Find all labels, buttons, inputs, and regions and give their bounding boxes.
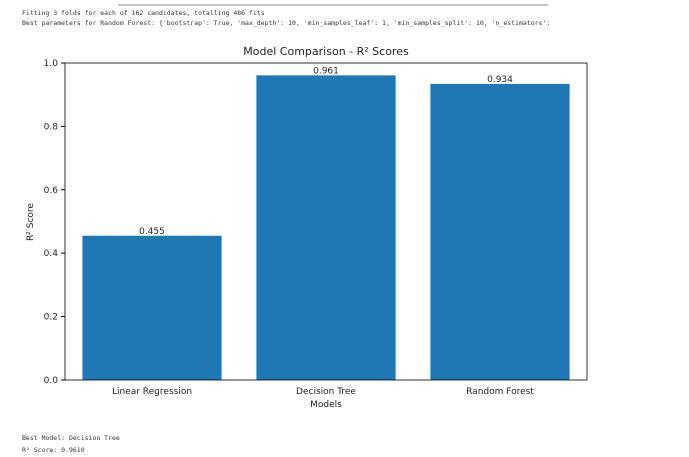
x-tick-label: Decision Tree <box>296 387 356 397</box>
data-label: 0.934 <box>487 75 513 85</box>
y-tick-label: 0.4 <box>44 249 59 259</box>
bar <box>430 83 570 380</box>
log-line: Fitting 3 folds for each of 162 candidat… <box>22 9 265 17</box>
result-line: Best Model: Decision Tree <box>22 434 120 442</box>
y-tick-label: 0.8 <box>44 122 59 132</box>
chart-title: Model Comparison - R² Scores <box>243 45 409 58</box>
x-tick-label: Random Forest <box>466 387 534 397</box>
data-label: 0.455 <box>139 227 165 237</box>
bar <box>82 235 222 380</box>
y-tick-label: 0.6 <box>44 186 59 196</box>
x-tick-label: Linear Regression <box>112 387 192 397</box>
plot-frame <box>64 62 588 381</box>
y-tick-label: 0.0 <box>44 376 59 386</box>
x-axis-label: Models <box>310 400 342 410</box>
y-tick-label: 1.0 <box>44 59 59 69</box>
result-line: R² Score: 0.9610 <box>22 446 85 454</box>
bar <box>256 75 396 380</box>
y-axis-label: R² Score <box>26 203 36 241</box>
y-tick-label: 0.2 <box>44 313 58 323</box>
data-label: 0.961 <box>313 66 339 76</box>
log-line: Best parameters for Random Forest: {'boo… <box>22 19 550 27</box>
